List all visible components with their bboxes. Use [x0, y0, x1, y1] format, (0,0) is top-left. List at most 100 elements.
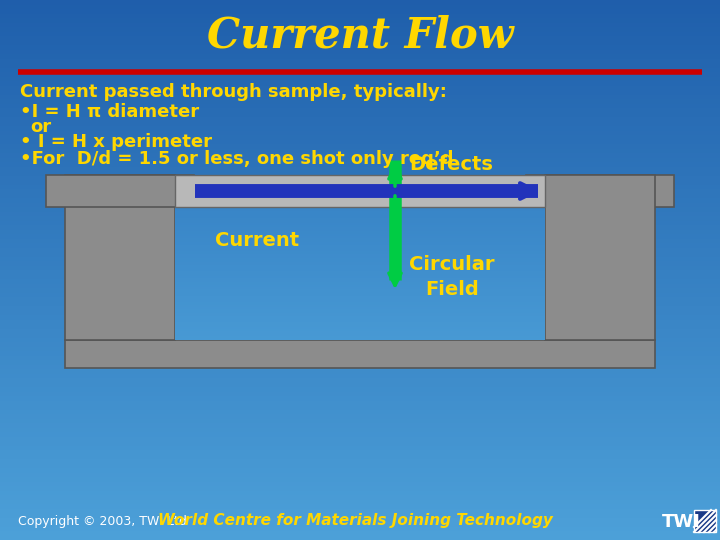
Bar [175, 318, 545, 320]
Bar [0, 351, 720, 355]
Bar [0, 126, 720, 131]
Bar [0, 360, 720, 364]
Bar [0, 315, 720, 320]
Bar [175, 234, 545, 236]
Bar [175, 331, 545, 333]
Bar [545, 175, 655, 340]
Bar [0, 122, 720, 126]
Bar [175, 267, 545, 269]
Bar [0, 193, 720, 198]
Bar [0, 85, 720, 90]
Bar [175, 289, 545, 291]
Text: • I = H x perimeter: • I = H x perimeter [20, 133, 212, 151]
Bar [175, 262, 545, 265]
Bar [0, 50, 720, 54]
Bar [0, 243, 720, 247]
Text: Defects: Defects [409, 156, 493, 174]
Bar [0, 117, 720, 122]
Bar [0, 18, 720, 23]
Bar [0, 374, 720, 378]
Text: or: or [30, 118, 51, 136]
Bar [0, 284, 720, 288]
Bar [0, 162, 720, 166]
Bar [0, 131, 720, 135]
Bar [0, 81, 720, 85]
Bar [175, 240, 545, 242]
Bar [0, 230, 720, 234]
Bar [0, 153, 720, 158]
Bar [0, 216, 720, 220]
Bar [0, 40, 720, 45]
Bar [0, 4, 720, 9]
Bar [175, 320, 545, 322]
Bar [175, 335, 545, 338]
Bar [0, 94, 720, 99]
Bar [175, 249, 545, 251]
Bar [0, 495, 720, 500]
Text: Current: Current [215, 231, 299, 249]
Bar [0, 148, 720, 153]
Bar [175, 300, 545, 302]
Bar [0, 432, 720, 436]
Bar [0, 239, 720, 243]
Bar [0, 441, 720, 445]
Bar [0, 369, 720, 374]
Bar [0, 526, 720, 531]
Bar [0, 234, 720, 239]
Bar [175, 209, 545, 212]
Text: •I = H π diameter: •I = H π diameter [20, 103, 199, 121]
Bar [175, 218, 545, 220]
Bar [0, 423, 720, 428]
Bar [0, 261, 720, 266]
Bar [175, 293, 545, 296]
Bar [0, 320, 720, 324]
Bar [0, 306, 720, 310]
Bar [0, 202, 720, 207]
Bar [0, 9, 720, 14]
Bar [175, 315, 545, 318]
Bar [0, 225, 720, 229]
Bar [0, 378, 720, 382]
Bar [0, 279, 720, 284]
Bar [0, 517, 720, 522]
Bar [0, 185, 720, 189]
Bar [0, 355, 720, 360]
Bar [0, 301, 720, 306]
Bar [0, 72, 720, 77]
Bar [0, 212, 720, 216]
Text: Current passed through sample, typically:: Current passed through sample, typically… [20, 83, 447, 101]
Text: •For  D/d = 1.5 or less, one shot only req’d: •For D/d = 1.5 or less, one shot only re… [20, 150, 454, 168]
Bar [0, 58, 720, 63]
Bar [0, 266, 720, 270]
Bar [0, 198, 720, 202]
Bar [0, 409, 720, 414]
Bar [175, 309, 545, 311]
Text: World Centre for Materials Joining Technology: World Centre for Materials Joining Techn… [158, 513, 552, 528]
Bar [175, 302, 545, 305]
Text: Current Flow: Current Flow [207, 14, 513, 56]
Bar [175, 280, 545, 282]
Bar [175, 212, 545, 214]
Bar [0, 171, 720, 176]
Bar [175, 242, 545, 245]
Bar [175, 338, 545, 340]
Bar [175, 229, 545, 231]
Bar [175, 207, 545, 209]
Bar [0, 500, 720, 504]
Bar [0, 513, 720, 517]
Bar [0, 297, 720, 301]
Bar [0, 293, 720, 297]
Bar [0, 54, 720, 58]
Bar [0, 418, 720, 423]
Bar [175, 276, 545, 278]
Bar [175, 214, 545, 216]
Bar [175, 254, 545, 256]
Bar [0, 270, 720, 274]
Bar [65, 175, 175, 340]
Bar [0, 342, 720, 347]
Bar [175, 256, 545, 258]
Bar [0, 166, 720, 171]
Bar [0, 459, 720, 463]
Bar [175, 296, 545, 298]
Bar [0, 14, 720, 18]
